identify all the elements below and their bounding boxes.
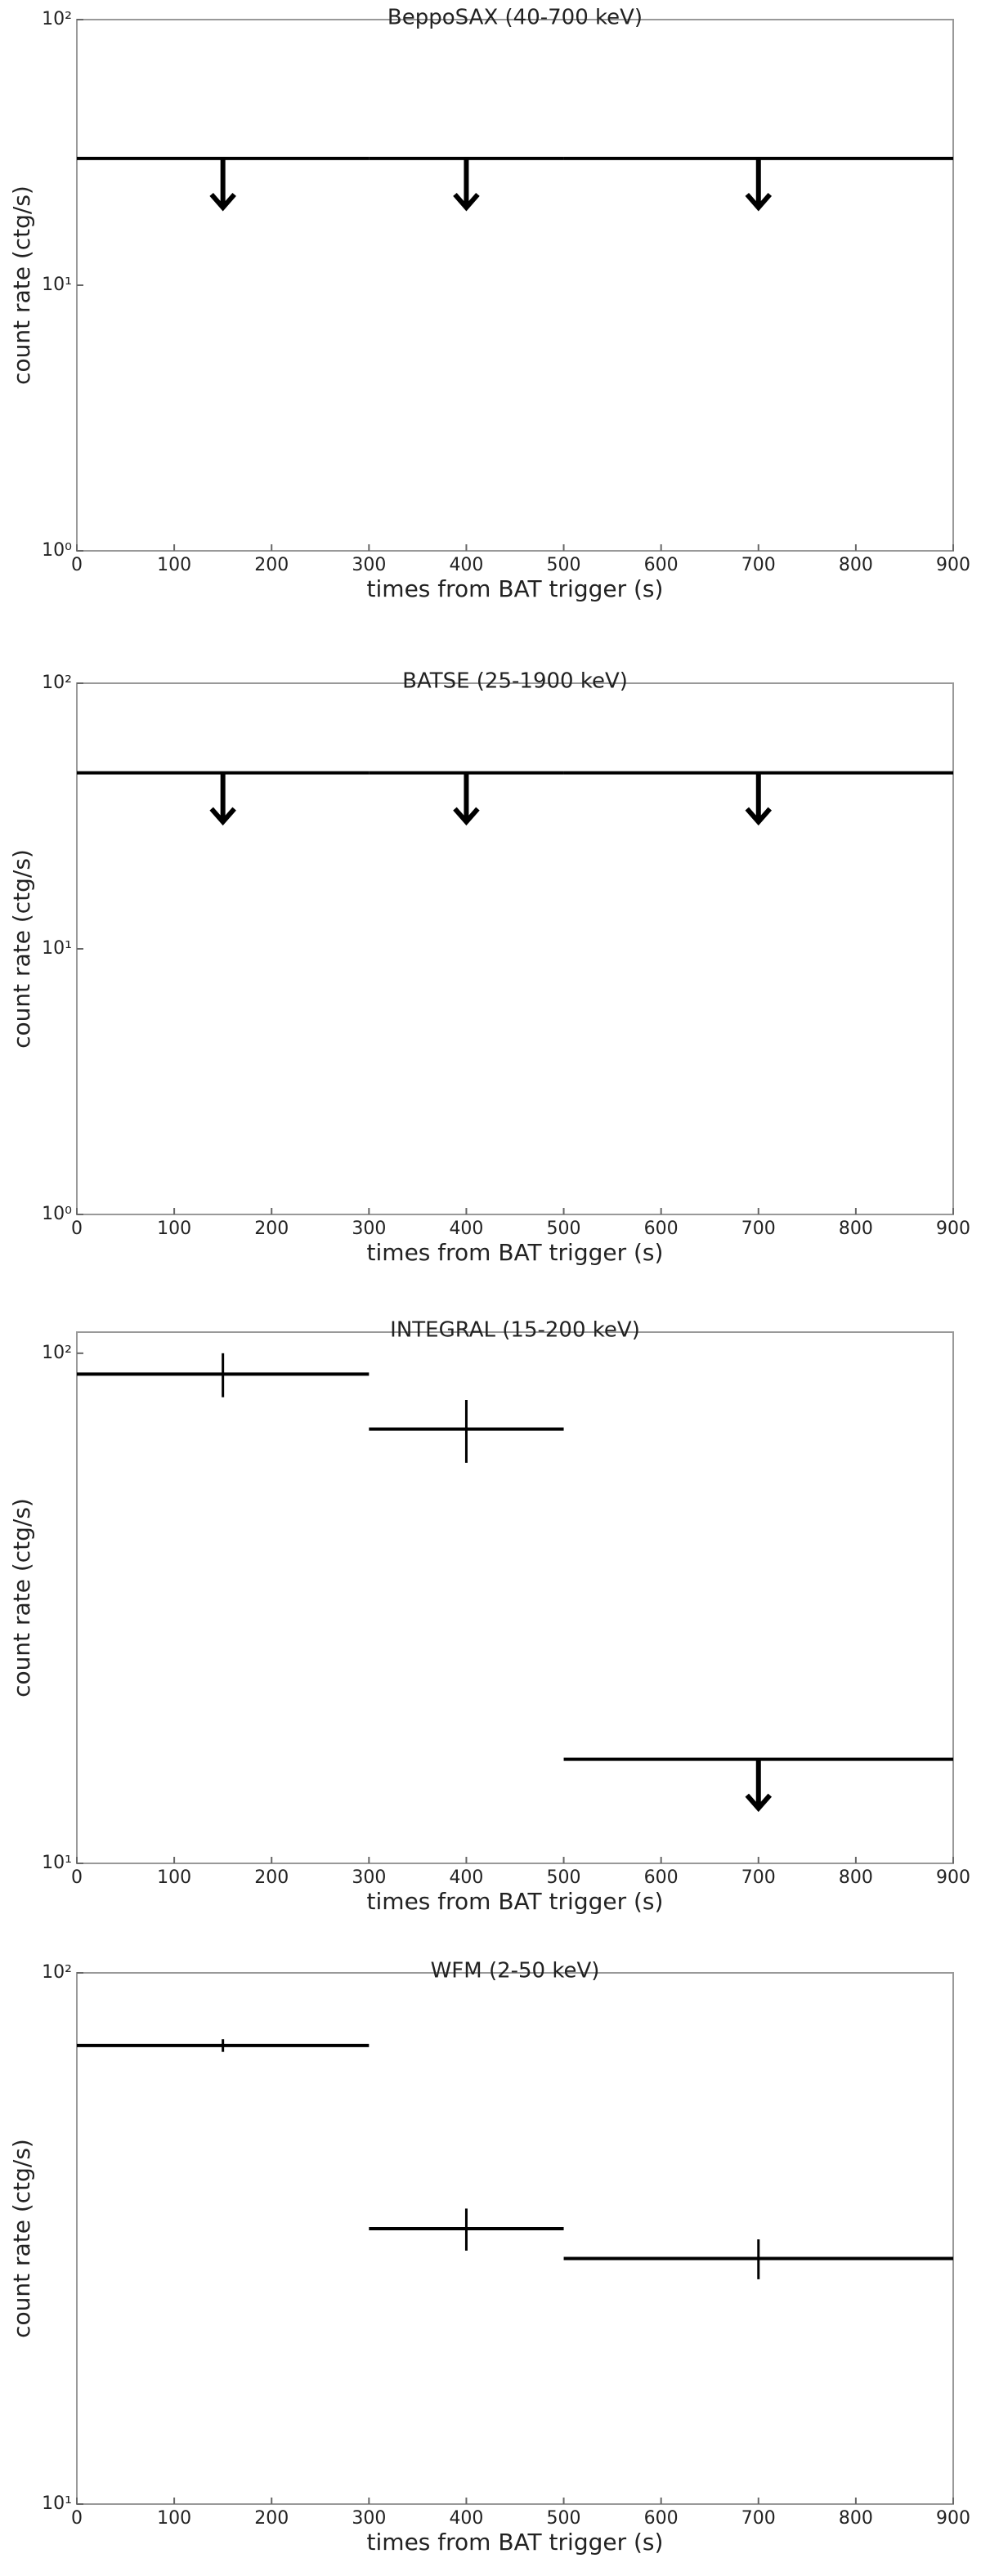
x-tick-label: 800 (839, 1867, 873, 1888)
plot-frame (76, 1972, 954, 2505)
x-tick-label: 700 (741, 1219, 776, 1239)
x-tick-label: 300 (352, 1867, 386, 1888)
x-tick-label: 100 (157, 2508, 191, 2529)
y-tick-label: 10¹ (42, 275, 72, 295)
chart-title: WFM (2-50 keV) (431, 1959, 600, 1983)
x-tick-label: 200 (254, 2508, 289, 2529)
upper-limit-arrow (453, 772, 480, 826)
y-axis-label: count rate (ctg/s) (8, 186, 35, 385)
upper-limit-arrow (745, 772, 773, 826)
y-tick-label: 10¹ (42, 2493, 72, 2514)
x-tick-label: 400 (449, 555, 483, 575)
x-tick-label: 200 (254, 1219, 289, 1239)
x-axis-label: times from BAT trigger (s) (367, 575, 664, 602)
x-tick-label: 900 (936, 2508, 970, 2529)
x-tick-label: 0 (71, 1867, 83, 1888)
x-tick-label: 100 (157, 1867, 191, 1888)
plot-frame (76, 1331, 954, 1864)
x-tick-label: 0 (71, 1219, 83, 1239)
x-tick-label: 500 (547, 1219, 581, 1239)
x-tick-label: 900 (936, 1867, 970, 1888)
x-tick-label: 800 (839, 1219, 873, 1239)
x-tick-label: 500 (547, 555, 581, 575)
y-tick-label: 10² (42, 9, 72, 29)
x-tick-label: 300 (352, 1219, 386, 1239)
x-tick-label: 0 (71, 555, 83, 575)
chart-title: INTEGRAL (15-200 keV) (390, 1318, 640, 1343)
plot-frame (76, 682, 954, 1215)
y-tick-label: 10¹ (42, 938, 72, 959)
y-tick-label: 10⁰ (42, 540, 72, 561)
x-axis-label: times from BAT trigger (s) (367, 1239, 664, 1266)
chart-title: BeppoSAX (40-700 keV) (387, 6, 643, 30)
chart-title: BATSE (25-1900 keV) (402, 669, 628, 694)
y-tick-label: 10⁰ (42, 1204, 72, 1224)
x-tick-label: 400 (449, 1219, 483, 1239)
x-tick-label: 700 (741, 555, 776, 575)
x-tick-label: 800 (839, 555, 873, 575)
x-tick-label: 400 (449, 1867, 483, 1888)
y-tick-label: 10² (42, 1962, 72, 1983)
x-tick-label: 900 (936, 1219, 970, 1239)
x-tick-label: 200 (254, 1867, 289, 1888)
x-tick-label: 700 (741, 1867, 776, 1888)
y-axis-label: count rate (ctg/s) (8, 1498, 35, 1697)
x-axis-label: times from BAT trigger (s) (367, 1888, 664, 1915)
x-tick-label: 700 (741, 2508, 776, 2529)
x-axis-label: times from BAT trigger (s) (367, 2529, 664, 2556)
upper-limit-arrow (745, 1759, 773, 1813)
x-tick-label: 400 (449, 2508, 483, 2529)
x-tick-label: 300 (352, 555, 386, 575)
x-tick-label: 500 (547, 2508, 581, 2529)
upper-limit-arrow (209, 772, 236, 826)
upper-limit-arrow (209, 158, 236, 212)
x-tick-label: 200 (254, 555, 289, 575)
x-tick-label: 800 (839, 2508, 873, 2529)
plot-frame (76, 19, 954, 552)
x-tick-label: 600 (644, 1219, 679, 1239)
x-tick-label: 100 (157, 555, 191, 575)
y-axis-label: count rate (ctg/s) (8, 2139, 35, 2338)
y-tick-label: 10² (42, 673, 72, 693)
y-tick-label: 10² (42, 1343, 72, 1363)
x-tick-label: 600 (644, 1867, 679, 1888)
upper-limit-arrow (453, 158, 480, 212)
x-tick-label: 600 (644, 2508, 679, 2529)
x-tick-label: 600 (644, 555, 679, 575)
x-tick-label: 100 (157, 1219, 191, 1239)
x-tick-label: 300 (352, 2508, 386, 2529)
x-tick-label: 900 (936, 555, 970, 575)
x-tick-label: 500 (547, 1867, 581, 1888)
upper-limit-arrow (745, 158, 773, 212)
y-tick-label: 10¹ (42, 1853, 72, 1873)
x-tick-label: 0 (71, 2508, 83, 2529)
y-axis-label: count rate (ctg/s) (8, 849, 35, 1049)
